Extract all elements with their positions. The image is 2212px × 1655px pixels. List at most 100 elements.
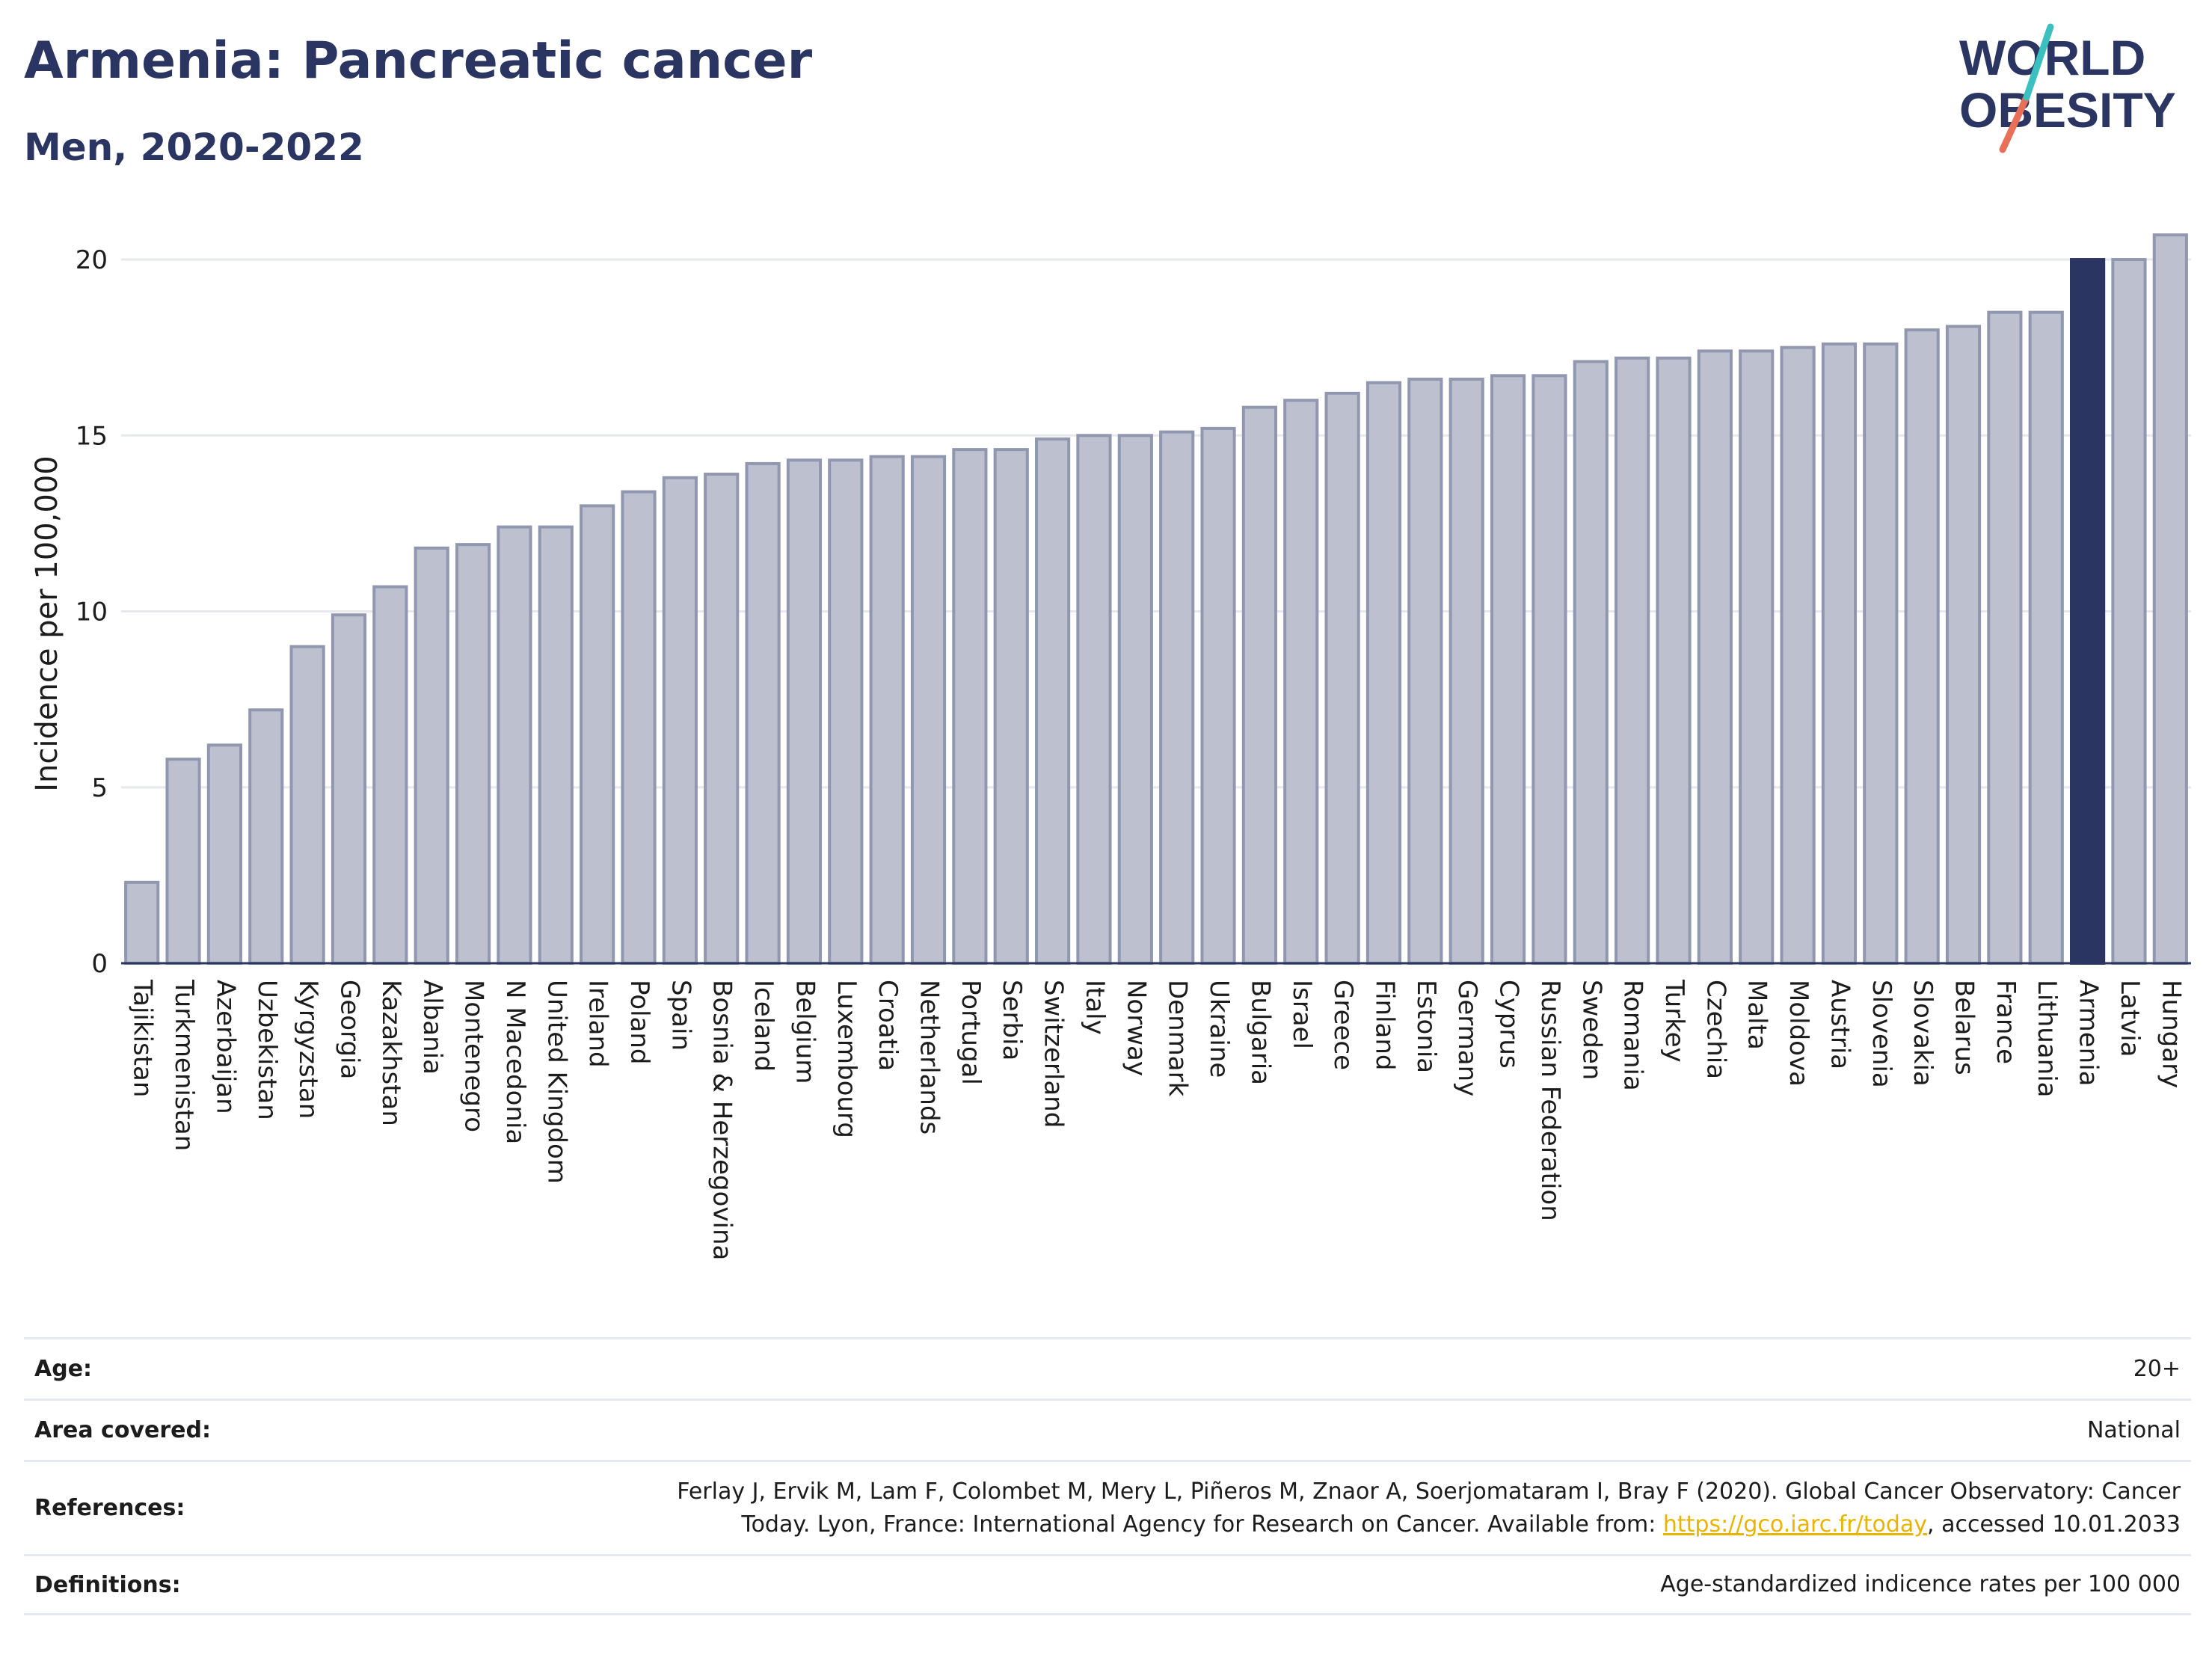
bar-germany[interactable] xyxy=(1448,378,1484,965)
bar-bulgaria[interactable] xyxy=(1241,405,1277,965)
bar-ukraine[interactable] xyxy=(1200,426,1236,965)
bar-belgium[interactable] xyxy=(786,458,823,965)
reference-line1: Ferlay J, Ervik M, Lam F, Colombet M, Me… xyxy=(677,1478,2181,1505)
bar-turkey[interactable] xyxy=(1656,356,1692,965)
metadata-table: Age: 20+ Area covered: National Referenc… xyxy=(24,1337,2191,1615)
x-tick-label: Azerbaijan xyxy=(210,980,240,1114)
bar-tajikistan[interactable] xyxy=(124,880,160,965)
bar-austria[interactable] xyxy=(1821,342,1858,965)
bar-israel[interactable] xyxy=(1283,399,1319,965)
bar-portugal[interactable] xyxy=(952,448,988,965)
x-tick-label: Denmark xyxy=(1163,980,1193,1097)
meta-row-references: References: Ferlay J, Ervik M, Lam F, Co… xyxy=(24,1460,2191,1554)
y-axis-ticks: 0 5 10 15 20 xyxy=(76,245,108,979)
x-tick-label: Latvia xyxy=(2115,980,2145,1057)
bar-ireland[interactable] xyxy=(580,504,615,965)
x-tick-label: Montenegro xyxy=(459,980,489,1132)
bar-switzerland[interactable] xyxy=(1035,437,1071,965)
bar-luxembourg[interactable] xyxy=(828,458,864,965)
y-tick-label: 10 xyxy=(76,598,108,627)
x-tick-label: Netherlands xyxy=(915,980,944,1134)
bar-cyprus[interactable] xyxy=(1490,374,1526,965)
bar-moldova[interactable] xyxy=(1780,346,1816,965)
x-tick-label: Austria xyxy=(1825,980,1855,1069)
x-tick-label: Greece xyxy=(1328,980,1358,1070)
bar-estonia[interactable] xyxy=(1407,378,1443,965)
bar-russian-federation[interactable] xyxy=(1531,374,1567,965)
bar-poland[interactable] xyxy=(621,490,657,965)
bar-finland[interactable] xyxy=(1365,381,1402,965)
bar-bosnia-herzegovina[interactable] xyxy=(704,473,740,965)
x-tick-label: Czechia xyxy=(1701,980,1730,1079)
bars xyxy=(124,233,2188,965)
x-tick-label: Portugal xyxy=(956,980,986,1085)
logo-line1: WORLD xyxy=(1959,30,2145,85)
bar-latvia[interactable] xyxy=(2111,258,2147,965)
bar-albania[interactable] xyxy=(414,546,449,965)
bar-n-macedonia[interactable] xyxy=(497,525,532,965)
world-obesity-logo: WORLD OBESITY xyxy=(1959,23,2176,153)
bar-denmark[interactable] xyxy=(1159,430,1195,965)
bar-france[interactable] xyxy=(1987,310,2023,965)
bar-malta[interactable] xyxy=(1739,349,1775,965)
x-tick-label: Serbia xyxy=(997,980,1027,1060)
bar-greece[interactable] xyxy=(1324,391,1360,965)
x-tick-label: Kyrgyzstan xyxy=(293,980,323,1119)
reference-line2-pre: Today. Lyon, France: International Agenc… xyxy=(741,1511,1663,1538)
bar-hungary[interactable] xyxy=(2152,233,2188,965)
bar-chart: 0 5 10 15 20 Tajikistan Turkmenistan Azerbaija… xyxy=(30,233,2191,1260)
x-tick-label: Slovakia xyxy=(1908,980,1938,1087)
x-tick-label: Luxembourg xyxy=(832,980,861,1138)
bar-norway[interactable] xyxy=(1117,434,1153,965)
bar-romania[interactable] xyxy=(1615,356,1650,965)
meta-value-definitions: Age-standardized indicence rates per 100… xyxy=(1660,1571,2181,1597)
x-tick-label: Estonia xyxy=(1411,980,1441,1073)
bar-serbia[interactable] xyxy=(993,448,1029,965)
bar-kyrgyzstan[interactable] xyxy=(289,645,325,965)
x-tick-label: Switzerland xyxy=(1039,980,1069,1128)
x-tick-label: Malta xyxy=(1742,980,1772,1050)
bar-netherlands[interactable] xyxy=(910,455,947,965)
x-tick-label: Italy xyxy=(1080,980,1110,1035)
x-tick-label: Cyprus xyxy=(1494,980,1524,1069)
meta-value-age: 20+ xyxy=(2133,1355,2181,1382)
bar-armenia[interactable] xyxy=(2070,258,2106,965)
meta-value-area: National xyxy=(2086,1416,2181,1443)
bar-lithuania[interactable] xyxy=(2028,310,2064,965)
reference-line2-post: , accessed 10.01.2033 xyxy=(1927,1511,2181,1538)
x-tick-label: Armenia xyxy=(2074,980,2104,1087)
logo-slash-red xyxy=(1999,93,2030,153)
bar-uzbekistan[interactable] xyxy=(248,708,284,965)
logo-line2: OBESITY xyxy=(1959,82,2176,138)
y-tick-label: 5 xyxy=(91,773,108,803)
x-tick-label: Hungary xyxy=(2156,980,2186,1088)
meta-key-definitions: Definitions: xyxy=(34,1571,181,1598)
bar-united-kingdom[interactable] xyxy=(538,525,574,965)
x-tick-label: Poland xyxy=(624,980,654,1065)
bar-slovenia[interactable] xyxy=(1863,342,1899,965)
bar-montenegro[interactable] xyxy=(455,543,491,965)
x-tick-label: Ireland xyxy=(583,980,613,1068)
x-tick-label: Sweden xyxy=(1576,980,1606,1080)
bar-azerbaijan[interactable] xyxy=(206,743,242,965)
bar-turkmenistan[interactable] xyxy=(165,758,201,965)
bar-spain[interactable] xyxy=(662,476,698,965)
meta-key-area: Area covered: xyxy=(34,1417,211,1443)
bar-croatia[interactable] xyxy=(869,455,905,965)
x-tick-label: Bosnia & Herzegovina xyxy=(707,980,737,1260)
bar-czechia[interactable] xyxy=(1697,349,1733,965)
bar-sweden[interactable] xyxy=(1573,360,1609,965)
x-tick-label: N Macedonia xyxy=(500,980,530,1144)
bar-kazakhstan[interactable] xyxy=(372,585,408,965)
bar-georgia[interactable] xyxy=(331,613,367,965)
bar-iceland[interactable] xyxy=(745,461,781,965)
y-tick-label: 20 xyxy=(76,245,108,275)
bar-slovakia[interactable] xyxy=(1904,328,1940,965)
bar-belarus[interactable] xyxy=(1945,325,1982,965)
x-tick-label: France xyxy=(1991,980,2021,1064)
reference-link[interactable]: https://gco.iarc.fr/today xyxy=(1662,1511,1928,1538)
x-tick-label: Germany xyxy=(1452,980,1482,1096)
x-tick-label: Turkey xyxy=(1659,979,1689,1063)
y-tick-label: 0 xyxy=(91,949,108,979)
bar-italy[interactable] xyxy=(1076,434,1112,965)
